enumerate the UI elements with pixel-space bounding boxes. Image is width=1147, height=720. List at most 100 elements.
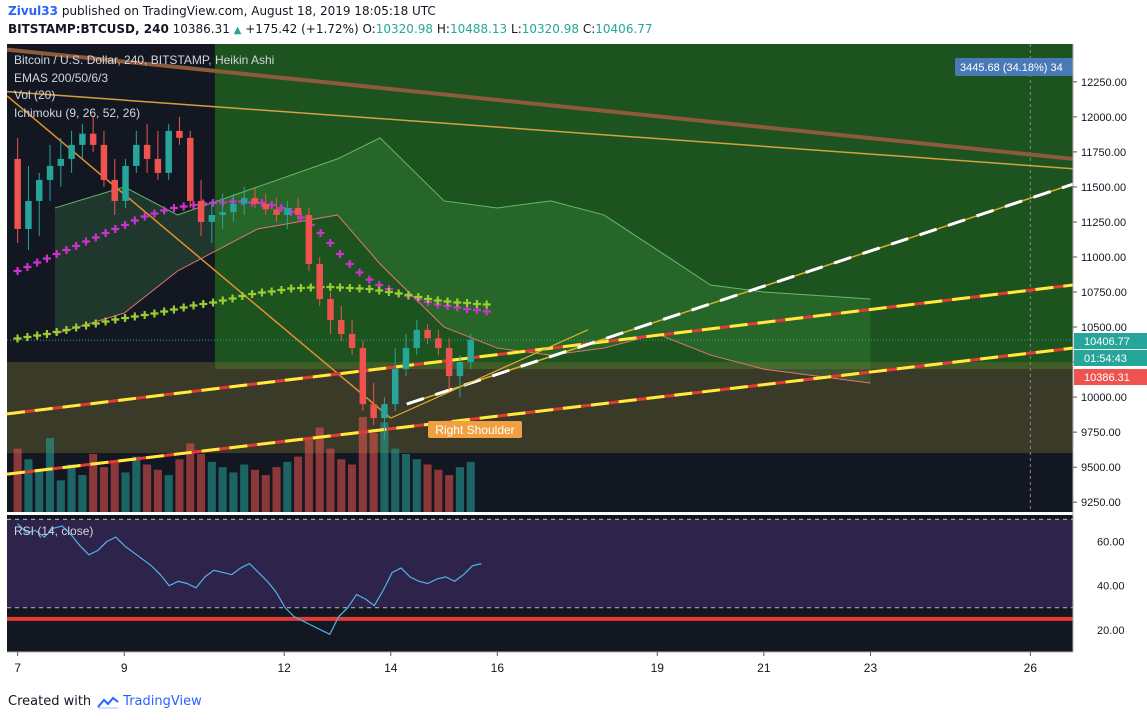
- candle-body: [208, 214, 216, 222]
- volume-bar: [175, 459, 184, 512]
- candle-body: [370, 404, 377, 419]
- ema-fast-point: ✚: [433, 299, 442, 312]
- ema-fast-point: ✚: [101, 227, 110, 240]
- ema-slow-point: ✚: [62, 324, 71, 337]
- right-shoulder-leg: [390, 329, 589, 419]
- candle-body: [57, 158, 65, 166]
- footer-brand[interactable]: TradingView: [123, 694, 202, 709]
- volume-bar: [13, 448, 22, 512]
- candle-body: [111, 179, 118, 201]
- ema-slow-point: ✚: [472, 298, 481, 311]
- volume-bar: [143, 464, 152, 512]
- candle-body: [35, 179, 43, 201]
- volume-bar: [348, 464, 357, 512]
- ema-slow-point: ✚: [394, 287, 403, 300]
- pane-separator[interactable]: [7, 512, 1073, 515]
- ema-fast-point: ✚: [13, 265, 22, 278]
- candle-body: [413, 329, 421, 349]
- ema-slow-point: ✚: [23, 331, 32, 344]
- measure-label[interactable]: 3445.68 (34.18%) 34: [955, 58, 1073, 76]
- ema-slow-point: ✚: [169, 304, 178, 317]
- tradingview-logo-icon: [97, 696, 119, 708]
- candle-body: [240, 198, 248, 204]
- volume-bar: [466, 461, 475, 512]
- ema-slow-point: ✚: [453, 297, 462, 310]
- countdown-text: 01:54:43: [1084, 353, 1127, 365]
- volume-bar: [110, 461, 119, 512]
- ema-fast-point: ✚: [179, 201, 188, 214]
- volume-bar: [294, 456, 303, 512]
- ema-fast-point: ✚: [208, 197, 217, 210]
- candle-body: [143, 144, 151, 159]
- candle-body: [176, 130, 183, 138]
- annotation-text: Right Shoulder: [435, 423, 514, 437]
- time-tick-label: 7: [14, 661, 21, 675]
- candle-body: [316, 263, 323, 300]
- candle-body: [25, 200, 32, 229]
- time-axis[interactable]: [0, 652, 1147, 684]
- candle-body: [284, 207, 291, 215]
- candle-body: [305, 214, 313, 264]
- rsi-tick-label: 40.00: [1097, 581, 1125, 593]
- ema-fast-point: ✚: [404, 290, 413, 303]
- volume-bar: [164, 475, 173, 512]
- open-label: O:: [362, 22, 376, 36]
- candle-body: [294, 207, 302, 215]
- legend-emas[interactable]: EMAS 200/50/6/3: [14, 71, 108, 85]
- time-tick-label: 21: [757, 661, 771, 675]
- candle-body: [79, 133, 86, 145]
- footer-prefix: Created with: [8, 694, 92, 709]
- legend-ichimoku[interactable]: Ichimoku (9, 26, 52, 26): [14, 106, 140, 120]
- legend-series[interactable]: Bitcoin / U.S. Dollar, 240, BITSTAMP, He…: [14, 53, 274, 67]
- price-tick-label: 10000.00: [1081, 392, 1127, 404]
- ema-slow-point: ✚: [111, 313, 120, 326]
- rsi-tick-label: 60.00: [1097, 537, 1125, 549]
- ema-fast-point: ✚: [287, 206, 296, 219]
- volume-bar: [304, 438, 313, 512]
- ema-fast-point: ✚: [472, 304, 481, 317]
- ema-slow-point: ✚: [218, 294, 227, 307]
- candle-body: [424, 329, 431, 339]
- volume-bar: [326, 448, 335, 512]
- volume-bar: [67, 464, 76, 512]
- ema-slow-point: ✚: [140, 309, 149, 322]
- ema-slow-point: ✚: [423, 293, 432, 306]
- author-name[interactable]: Zivul33: [8, 4, 58, 18]
- zone-layer: [7, 44, 1073, 512]
- volume-bar: [218, 467, 227, 512]
- ema-slow-point: ✚: [208, 297, 217, 310]
- candle-body: [327, 299, 334, 321]
- volume-bar: [45, 438, 55, 512]
- volume-bar: [423, 464, 432, 512]
- ema-fast-point: ✚: [463, 303, 472, 316]
- rsi-tick-label: 20.00: [1097, 625, 1125, 637]
- footer: Created with TradingView: [8, 694, 202, 709]
- volume-bar: [358, 417, 367, 512]
- candle-body: [89, 133, 97, 145]
- ema-fast-point: ✚: [72, 240, 81, 253]
- up-arrow-icon: ▲: [233, 25, 242, 36]
- candle-body: [391, 369, 399, 405]
- volume-bar: [132, 456, 141, 512]
- ema-slow-point: ✚: [433, 294, 442, 307]
- candle-body: [165, 130, 172, 173]
- right-shoulder-annotation[interactable]: Right Shoulder: [428, 421, 522, 438]
- ema-slow-point: ✚: [375, 285, 384, 298]
- volume-bar: [272, 467, 281, 512]
- ema-slow-point: ✚: [101, 315, 110, 328]
- publish-line: Zivul33 published on TradingView.com, Au…: [8, 4, 436, 18]
- candle-body: [262, 203, 269, 210]
- time-axis-ticks: 7 9 12 14 16 19 21 23 26: [14, 652, 1037, 675]
- ema-fast-point: ✚: [62, 244, 71, 257]
- ema-fast-point: ✚: [52, 248, 61, 261]
- ema-fast-point: ✚: [326, 237, 335, 250]
- price-change: +175.42 (+1.72%): [245, 22, 359, 36]
- ohlc-line: BITSTAMP:BTCUSD, 240 10386.31 ▲ +175.42 …: [8, 22, 653, 36]
- candle-body: [273, 209, 280, 215]
- legend-volume[interactable]: Vol (20): [14, 88, 55, 102]
- ema-fast-point: ✚: [277, 202, 286, 215]
- ema-fast-point: ✚: [140, 210, 149, 223]
- ema-slow-point: ✚: [248, 288, 257, 301]
- ema-slow-point: ✚: [306, 282, 315, 295]
